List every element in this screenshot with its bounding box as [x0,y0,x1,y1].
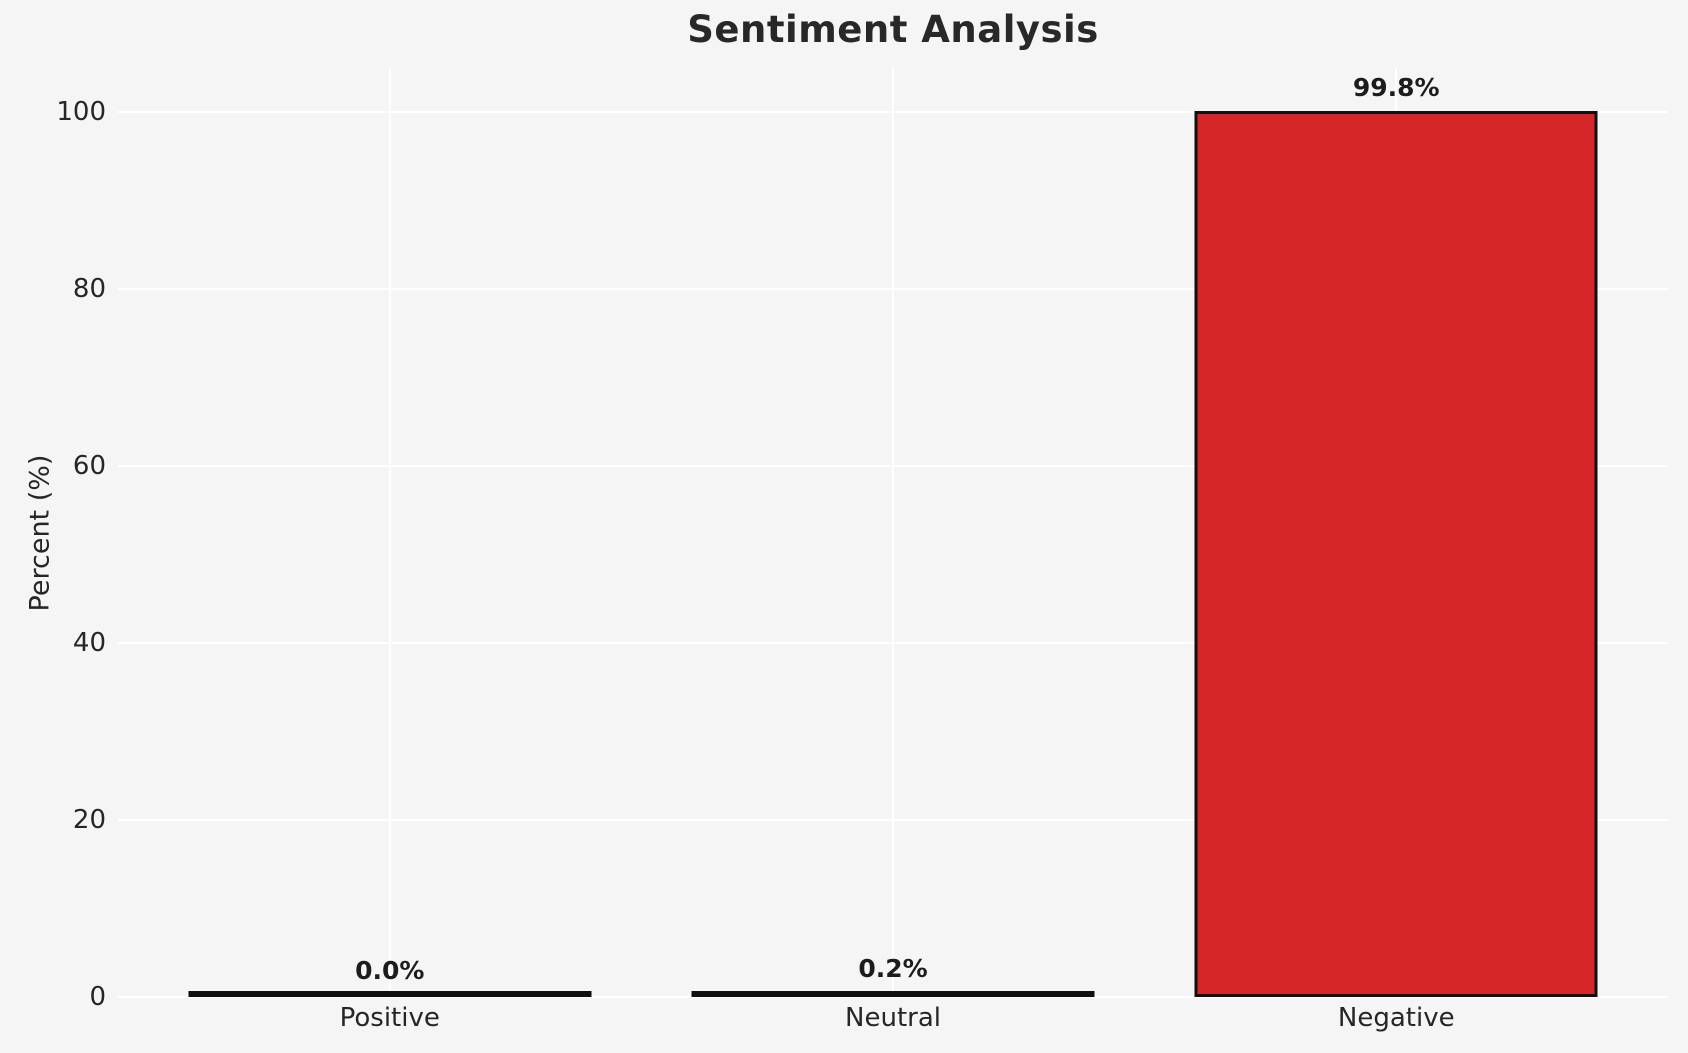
bar-negative [1194,111,1598,997]
xtick-label-positive: Positive [339,1003,440,1033]
ytick-label-100: 100 [56,97,106,128]
ytick-label-20: 20 [72,805,106,836]
bar-value-label-negative: 99.8% [1352,73,1440,102]
ytick-label-80: 80 [72,274,106,305]
ytick-label-40: 40 [72,628,106,659]
gridline-x-positive [388,68,391,997]
bar-neutral [691,991,1095,997]
xtick-label-neutral: Neutral [845,1003,941,1033]
plot-area: 0 20 40 60 80 100 0.0% Positive 0.2% Neutral 99.8%… [56,68,1668,1032]
bar-value-label-positive: 0.0% [355,956,425,985]
bar-value-label-neutral: 0.2% [858,954,928,983]
gridline-x-neutral [892,68,894,997]
bar-positive [188,991,592,997]
ytick-label-60: 60 [72,451,106,482]
chart-title: Sentiment Analysis [687,8,1099,51]
ytick-label-0: 0 [89,982,106,1012]
xtick-label-negative: Negative [1337,1003,1455,1033]
gridline-y-0 [118,996,1668,998]
